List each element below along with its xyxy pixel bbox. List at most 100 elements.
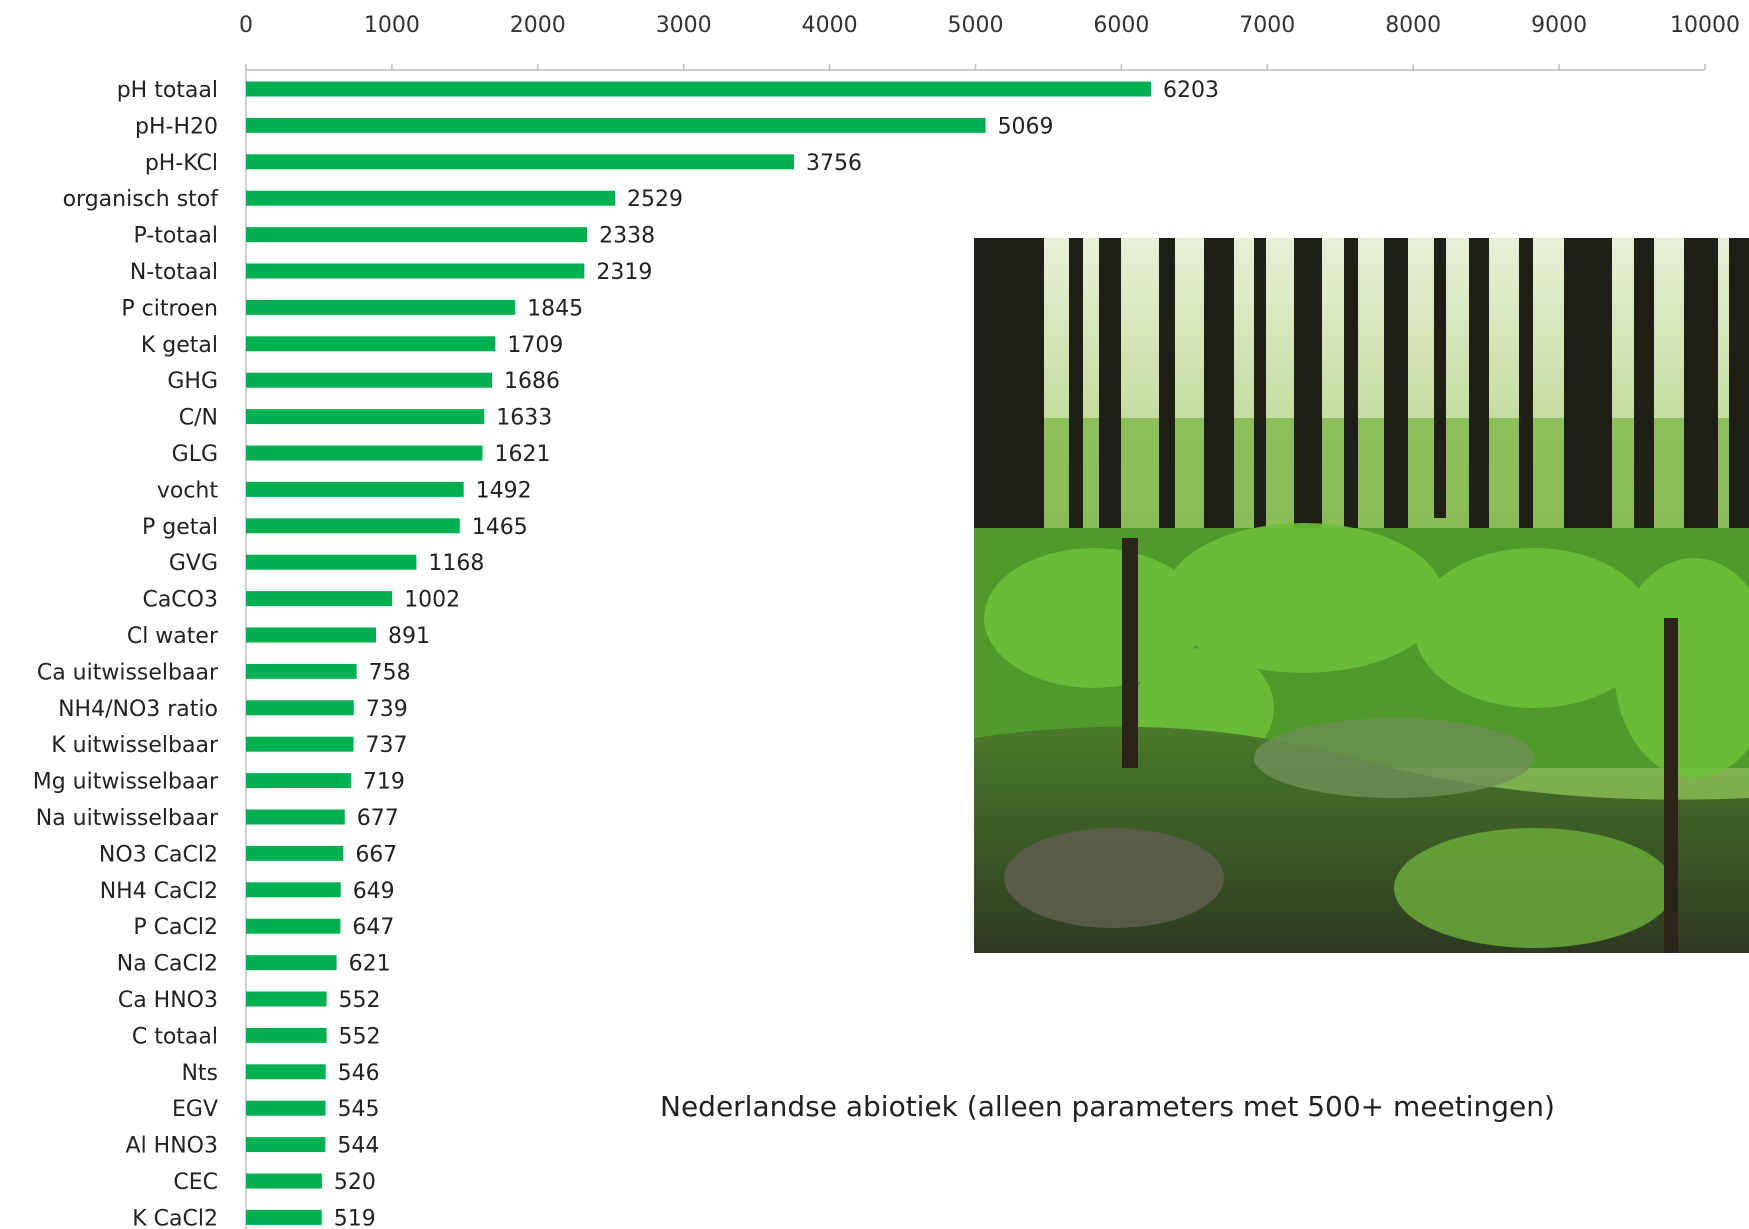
bar (246, 918, 341, 934)
bar (246, 955, 337, 971)
x-tick-label: 5000 (948, 13, 1004, 38)
category-label: K CaCl2 (132, 1206, 218, 1229)
bar (246, 1137, 326, 1153)
chart-caption: Nederlandse abiotiek (alleen parameters … (660, 1090, 1555, 1123)
bar-value-label: 545 (338, 1097, 380, 1122)
bar-value-label: 737 (366, 733, 408, 758)
category-label: pH-KCl (145, 151, 218, 176)
bar (246, 409, 485, 425)
bar-value-label: 1465 (472, 515, 528, 540)
bar (246, 81, 1152, 97)
category-label: Al HNO3 (126, 1134, 218, 1159)
x-tick-label: 10000 (1670, 13, 1740, 38)
category-label: Ca HNO3 (118, 988, 218, 1013)
category-label: pH totaal (117, 78, 218, 103)
bar-value-label: 6203 (1163, 78, 1219, 103)
x-tick-label: 0 (239, 13, 253, 38)
category-label: Na uitwisselbaar (36, 806, 219, 831)
bar (246, 1100, 326, 1116)
category-label: P-totaal (133, 224, 218, 249)
bar (246, 190, 615, 206)
bar (246, 336, 496, 352)
bar-value-label: 739 (366, 697, 408, 722)
bar (246, 554, 417, 570)
x-axis: 0 1000 2000 3000 4000 5000 6000 7000 8000 9000 100… (239, 13, 1740, 1229)
category-label: NH4 CaCl2 (100, 879, 218, 904)
bar-value-label: 1633 (496, 406, 552, 431)
bar-value-label: 719 (363, 770, 405, 795)
bar (246, 845, 344, 861)
bar (246, 481, 464, 497)
bar (246, 154, 795, 170)
bar (246, 736, 354, 752)
bar-value-label: 546 (338, 1061, 380, 1086)
category-label: Ca uitwisselbaar (37, 660, 219, 685)
category-label: K uitwisselbaar (51, 733, 219, 758)
bar-value-label: 1492 (476, 478, 532, 503)
category-label: C totaal (132, 1024, 218, 1049)
bar-value-label: 1621 (495, 442, 551, 467)
bar (246, 372, 492, 388)
category-label: Nts (181, 1061, 218, 1086)
bar-value-label: 647 (352, 915, 394, 940)
bar-value-label: 1002 (404, 588, 460, 613)
bar-value-label: 1686 (504, 369, 560, 394)
bar-value-label: 621 (349, 952, 391, 977)
category-label: pH-H20 (135, 114, 218, 139)
bar-value-label: 667 (355, 842, 397, 867)
bar (246, 227, 588, 243)
category-label: Cl water (127, 624, 219, 649)
bar (246, 700, 354, 716)
bar (246, 518, 460, 534)
x-tick-label: 8000 (1385, 13, 1441, 38)
bar (246, 117, 986, 133)
category-label: N-totaal (130, 260, 218, 285)
bar-value-label: 891 (388, 624, 430, 649)
bar-value-label: 649 (353, 879, 395, 904)
category-label: C/N (179, 406, 218, 431)
bar-value-label: 552 (339, 988, 381, 1013)
category-label: GVG (169, 551, 218, 576)
category-label: Mg uitwisselbaar (33, 770, 219, 795)
x-tick-label: 9000 (1531, 13, 1587, 38)
category-label: organisch stof (63, 187, 220, 212)
x-tick-label: 6000 (1093, 13, 1149, 38)
bar (246, 1173, 322, 1189)
category-label: EGV (172, 1097, 218, 1122)
x-tick-label: 4000 (802, 13, 858, 38)
bar (246, 1027, 327, 1043)
category-label: vocht (157, 478, 219, 503)
bars: pH totaal 6203 pH-H20 5069 pH-KCl 3756 organis… (33, 78, 1219, 1229)
bar-value-label: 2319 (596, 260, 652, 285)
category-label: P CaCl2 (133, 915, 218, 940)
swamp-forest-photo (974, 238, 1749, 953)
bar (246, 882, 341, 898)
bar-value-label: 758 (369, 660, 411, 685)
bar-value-label: 2529 (627, 187, 683, 212)
category-label: CEC (173, 1170, 218, 1195)
bar (246, 591, 393, 607)
category-label: GLG (172, 442, 218, 467)
bar (246, 773, 351, 789)
x-tick-label: 3000 (656, 13, 712, 38)
bar (246, 263, 585, 279)
bar (246, 1064, 326, 1080)
x-tick-label: 2000 (510, 13, 566, 38)
bar-value-label: 520 (334, 1170, 376, 1195)
bar (246, 299, 516, 315)
bar-value-label: 2338 (599, 224, 655, 249)
bar-value-label: 1845 (527, 296, 583, 321)
category-label: NH4/NO3 ratio (58, 697, 218, 722)
bar (246, 663, 357, 679)
bar-value-label: 544 (337, 1134, 379, 1159)
category-label: P citroen (121, 296, 218, 321)
bar-value-label: 677 (357, 806, 399, 831)
bar (246, 627, 376, 643)
category-label: P getal (142, 515, 218, 540)
bar-value-label: 3756 (806, 151, 862, 176)
bar (246, 1209, 322, 1225)
bar-value-label: 519 (334, 1206, 376, 1229)
bar-value-label: 552 (339, 1024, 381, 1049)
category-label: K getal (141, 333, 218, 358)
